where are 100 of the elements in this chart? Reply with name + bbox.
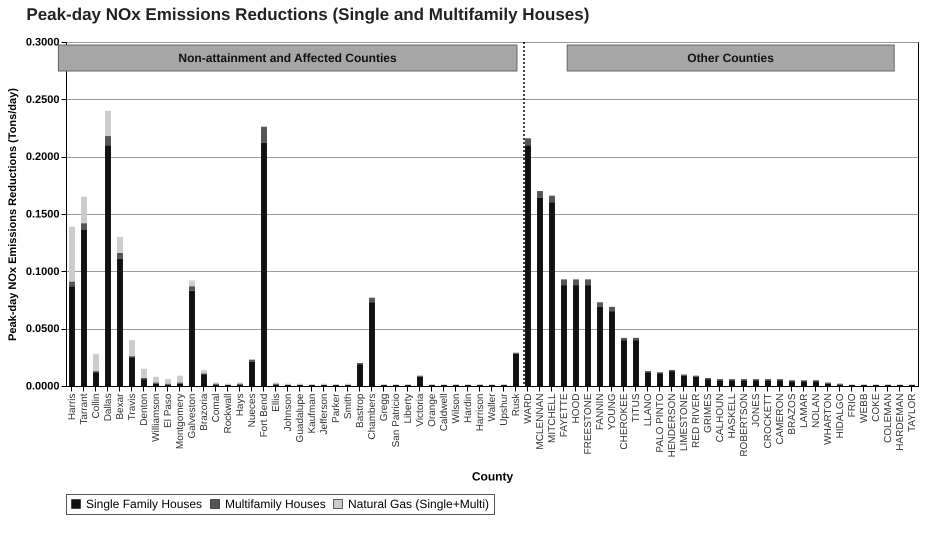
x-tick-label: LAMAR: [799, 394, 810, 428]
x-tick-label: Waller: [487, 392, 498, 422]
x-tick-label: MCLENNAN: [535, 394, 546, 450]
bar: [165, 379, 171, 384]
x-tick-label: Chambers: [367, 394, 378, 440]
bar: [777, 380, 783, 386]
bar: [153, 376, 159, 383]
bar: [525, 138, 531, 146]
y-axis-title: Peak-day NOx Emissions Reductions (Tons/day): [6, 88, 19, 341]
x-tick-label: TAYLOR: [907, 394, 918, 432]
bar: [81, 196, 87, 224]
x-axis-title: County: [472, 469, 514, 484]
bar: [585, 279, 591, 286]
bar: [729, 380, 735, 386]
x-tick-label: Jefferson: [319, 394, 330, 434]
bar: [657, 373, 663, 386]
x-tick-label: MITCHELL: [547, 393, 558, 443]
x-tick-label: Rockwall: [223, 394, 234, 434]
bar: [117, 258, 123, 386]
bar: [753, 380, 759, 386]
x-tick-label: Victoria: [415, 393, 426, 427]
x-tick-label: FREESTONE: [583, 393, 594, 454]
bar: [249, 362, 255, 386]
x-tick-label: LLANO: [643, 393, 654, 426]
bar: [801, 381, 807, 386]
bar: [105, 136, 111, 146]
x-tick-label: Liberty: [403, 394, 414, 424]
y-tick-label: 0.0500: [26, 323, 60, 336]
x-tick-label: Ellis: [271, 394, 282, 412]
x-tick-label: FAYETTE: [559, 393, 570, 438]
bar: [621, 340, 627, 386]
x-tick-label: CALHOUN: [715, 394, 726, 442]
x-tick-label: Denton: [139, 394, 150, 426]
bar: [561, 279, 567, 286]
x-tick-label: WEBB: [859, 393, 870, 423]
x-tick-label: COKE: [871, 393, 882, 422]
x-tick-label: Orange: [427, 393, 438, 427]
x-tick-label: HARDEMAN: [895, 394, 906, 451]
bar: [813, 381, 819, 386]
x-tick-label: Fort Bend: [259, 394, 270, 438]
x-tick-label: Dallas: [103, 394, 114, 422]
x-tick-label: Hardin: [463, 394, 474, 423]
bar: [585, 285, 591, 386]
x-tick-label: HASKELL: [727, 393, 738, 439]
x-tick-label: ROBERTSON: [739, 394, 750, 457]
bar: [669, 371, 675, 386]
x-tick-label: Tarrant: [79, 393, 90, 425]
bar: [141, 379, 147, 386]
bar: [609, 311, 615, 386]
bar: [201, 374, 207, 386]
bar: [597, 302, 603, 307]
x-tick-label: HENDERSON: [667, 394, 678, 458]
bar: [549, 202, 555, 386]
x-tick-label: Nueces: [247, 394, 258, 428]
x-tick-label: San Patricio: [391, 393, 402, 448]
x-tick-label: GRIMES: [703, 393, 714, 433]
y-tick-label: 0.3000: [26, 36, 60, 48]
x-tick-label: Montgomery: [175, 394, 186, 450]
bar: [93, 354, 99, 372]
x-tick-label: Guadalupe: [295, 393, 306, 442]
bar: [261, 126, 267, 143]
bar: [681, 376, 687, 386]
x-tick-label: Travis: [127, 394, 138, 420]
x-tick-label: Bastrop: [355, 393, 366, 428]
legend-label: Single Family Houses: [86, 497, 202, 511]
x-tick-label: Collin: [91, 394, 102, 419]
x-tick-label: Hays: [235, 394, 246, 416]
bar: [117, 236, 123, 253]
x-tick-label: RED RIVER: [691, 394, 702, 448]
x-tick-label: Gregg: [379, 394, 390, 422]
bar: [537, 198, 543, 386]
x-tick-label: WARD: [523, 394, 534, 424]
legend-label: Natural Gas (Single+Multi): [348, 497, 490, 511]
annotation: Non-attainment and Affected Counties: [178, 51, 397, 65]
x-tick-label: El Paso: [163, 393, 174, 428]
x-tick-label: Bexar: [115, 392, 126, 420]
bar: [417, 376, 423, 386]
bar: [129, 357, 135, 386]
x-tick-label: Brazoria: [199, 393, 210, 431]
bar: [633, 340, 639, 386]
x-tick-label: Rusk: [511, 392, 522, 416]
x-tick-label: Harris: [67, 394, 78, 420]
bar: [573, 279, 579, 286]
bar: [573, 285, 579, 386]
y-tick-label: 0.0000: [26, 380, 60, 392]
bar: [789, 381, 795, 386]
bar: [69, 282, 75, 286]
bar: [369, 298, 375, 302]
x-tick-label: BRAZOS: [787, 393, 798, 435]
x-tick-label: COLEMAN: [883, 394, 894, 443]
bar: [141, 368, 147, 378]
bar: [549, 196, 555, 203]
bar: [69, 286, 75, 386]
x-tick-label: JONES: [751, 393, 762, 427]
bar: [741, 380, 747, 386]
x-tick-label: CROCKETT: [763, 394, 774, 448]
x-tick-label: Johnson: [283, 394, 294, 432]
legend-label: Multifamily Houses: [225, 497, 326, 511]
annotation: Other Counties: [687, 51, 774, 65]
y-tick-label: 0.2000: [26, 151, 60, 164]
